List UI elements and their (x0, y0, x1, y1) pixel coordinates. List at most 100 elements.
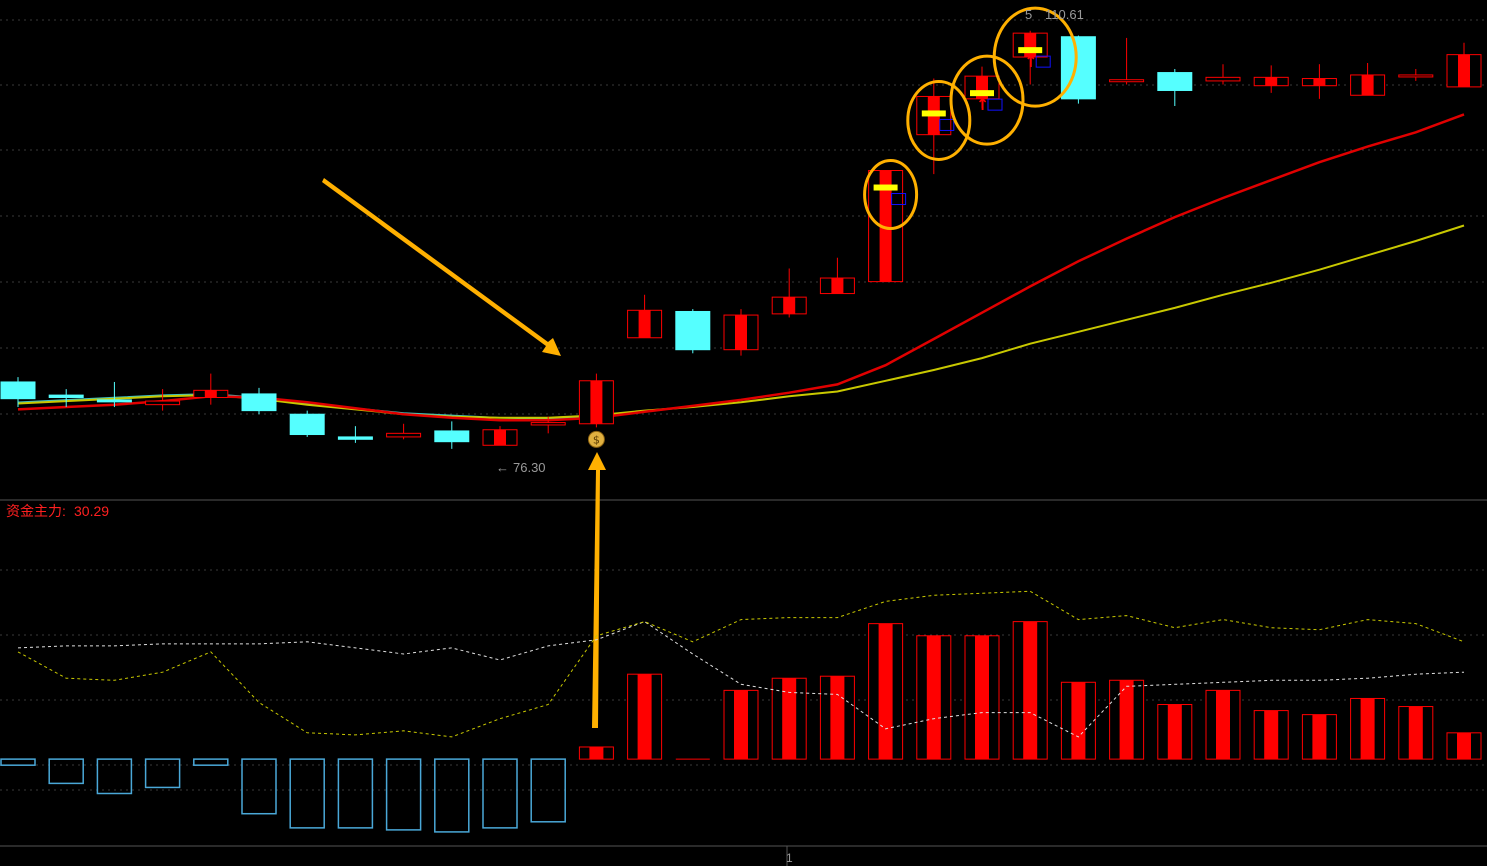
signal-arrow-icon: ↑ (880, 190, 893, 209)
signal-glyph-box (987, 98, 1003, 111)
high-marker: 5 (1025, 7, 1032, 22)
candle-body (530, 422, 566, 426)
candle-body-fill (1458, 54, 1470, 87)
indicator-bar-negative (289, 758, 325, 829)
indicator-bar (1398, 706, 1434, 760)
candle (1205, 64, 1241, 85)
indicator-bar-negative (193, 758, 229, 766)
candle (482, 426, 518, 446)
indicator-bar-fill (1216, 690, 1230, 760)
bottom-marker: 1 (786, 851, 793, 865)
signal-bar (921, 110, 946, 117)
candle (337, 426, 373, 443)
indicator-bar (578, 746, 614, 760)
candle (0, 377, 36, 408)
candle-body-fill (783, 297, 796, 314)
candle-body-fill (1265, 77, 1278, 86)
candle (1446, 42, 1482, 88)
signal-bar (1018, 47, 1043, 54)
candle (1350, 63, 1386, 96)
buy-signal: ↑ (1018, 47, 1051, 71)
indicator-bar (1301, 714, 1337, 760)
candle-body (434, 430, 470, 443)
candle-body-fill (638, 310, 651, 338)
candle-body (48, 394, 84, 398)
candle (771, 268, 807, 318)
indicator-bar (868, 623, 904, 760)
candle (675, 309, 711, 354)
indicator-bar-negative (144, 758, 181, 789)
money-bag-icon (587, 430, 605, 448)
candle (723, 309, 759, 356)
candle-body-fill (831, 278, 844, 294)
candle-body-fill (590, 380, 603, 424)
indicator-bar-fill (1119, 680, 1134, 760)
candle (241, 387, 277, 415)
indicator-bar-negative (0, 758, 36, 766)
indicator-bar-fill (782, 678, 797, 760)
indicator-bar (723, 689, 759, 760)
annotation-arrow-vertical (588, 452, 606, 728)
indicator-bar-negative (48, 758, 84, 785)
candle (1109, 37, 1145, 85)
candle-body (289, 413, 325, 436)
candle-body-fill (204, 390, 217, 398)
indicator-bar (819, 675, 855, 760)
candle (48, 389, 84, 408)
candle-body (0, 381, 36, 400)
signal-glyph-box (939, 118, 955, 131)
indicator-bar-fill (589, 746, 604, 760)
candle (193, 373, 229, 405)
candle-body-fill (494, 429, 506, 446)
buy-signal: ↑ (970, 90, 1003, 114)
indicator-line-white (17, 621, 1465, 738)
candle (1398, 68, 1434, 81)
highlight-circle (949, 54, 1025, 146)
indicator-bar-fill (830, 676, 845, 760)
annotation-arrow-diagonal (322, 178, 561, 356)
indicator-name: 资金主力 (6, 503, 62, 519)
indicator-bar (627, 673, 663, 760)
low-price-arrow: ← (496, 460, 509, 475)
annotation-layer: $ ↑ ↑ ↑ ↑ (322, 6, 1078, 728)
indicator-bar-negative (385, 758, 422, 831)
candle-body (337, 436, 373, 440)
indicator-bar-fill (878, 623, 893, 760)
candle (96, 381, 132, 408)
candle-body-fill (1361, 74, 1374, 96)
candle-body (386, 432, 422, 438)
candle (627, 294, 663, 339)
candle (289, 410, 325, 437)
grid-layer (0, 19, 1487, 866)
indicator-bar-fill (1167, 704, 1182, 760)
candle (530, 416, 566, 434)
signal-glyph-box (891, 193, 907, 206)
candle (578, 373, 614, 428)
candle (819, 257, 855, 295)
highlight-circle (863, 159, 919, 231)
indicator-bar-fill (1312, 714, 1327, 760)
candle-body (1398, 74, 1434, 78)
candle-body-fill (1313, 78, 1326, 86)
indicator-bar (1012, 621, 1048, 760)
buy-signal: ↑ (873, 184, 907, 209)
indicator-bar-fill (1023, 621, 1038, 760)
signal-bar (970, 90, 994, 97)
indicator-bar-fill (1360, 698, 1375, 760)
indicator-bar-fill (926, 635, 941, 760)
indicator-colon: : (62, 503, 66, 519)
indicator-bar-negative (434, 758, 470, 833)
indicator-bar (1109, 679, 1145, 760)
moving-averages (17, 113, 1465, 422)
candle (434, 421, 470, 449)
indicator-bar (916, 635, 952, 760)
candle (145, 389, 181, 411)
candle-body (1205, 76, 1241, 82)
indicator-bar (771, 677, 807, 760)
candle-body (1109, 79, 1145, 83)
candle-body (675, 310, 711, 351)
candle (1157, 68, 1193, 107)
indicator-bar-negative (241, 758, 277, 815)
